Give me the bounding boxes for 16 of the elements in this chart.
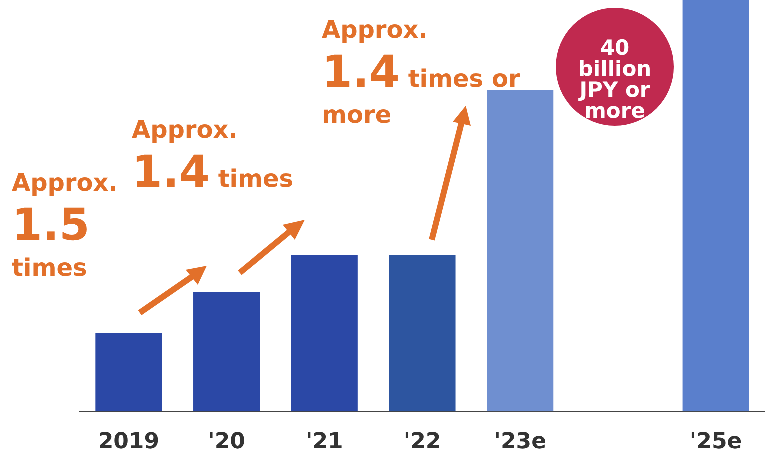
x-tick-label: '22 (404, 430, 442, 455)
bar (96, 333, 162, 412)
bar (389, 255, 456, 412)
bar (487, 90, 554, 412)
bar (194, 292, 260, 412)
annotation: Approx. 1.4 times (132, 116, 294, 198)
x-tick-label: '21 (306, 430, 344, 455)
text: Approx. 1.4 times or more (322, 16, 520, 129)
x-tick-label: 2019 (98, 430, 160, 455)
bar (682, 0, 750, 412)
bar (291, 255, 358, 412)
x-tick-label: '23e (494, 430, 546, 455)
x-tick-label: '20 (208, 430, 246, 455)
x-tick-label: '25e (690, 430, 742, 455)
annotation: Approx. 1.5 times (12, 169, 118, 282)
annotation: 40 billion JPY or more (577, 36, 653, 123)
